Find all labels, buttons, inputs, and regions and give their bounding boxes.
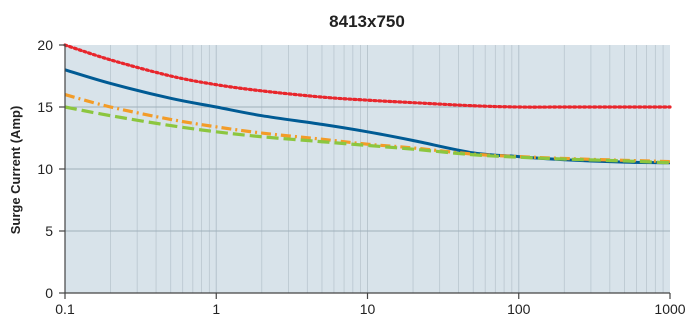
x-tick-label: 1000 (654, 301, 685, 317)
y-axis-label: Surge Current (Amp) (8, 106, 23, 235)
y-tick-label: 20 (37, 37, 53, 53)
chart-title: 8413x750 (329, 12, 405, 31)
y-tick-label: 15 (37, 99, 53, 115)
y-tick-label: 0 (45, 285, 53, 301)
x-tick-label: 1 (212, 301, 220, 317)
series-line-1 (63, 43, 672, 109)
x-tick-label: 10 (360, 301, 376, 317)
y-tick-label: 10 (37, 161, 53, 177)
y-tick-label: 5 (45, 223, 53, 239)
series-line-4 (64, 105, 671, 165)
gridlines (65, 45, 670, 293)
series-lines (63, 43, 672, 165)
x-tick-label: 100 (507, 301, 531, 317)
tick-labels: 0 5 10 15 20 0.1 1 10 100 1000 (37, 37, 685, 317)
x-tick-label: 0.1 (55, 301, 75, 317)
